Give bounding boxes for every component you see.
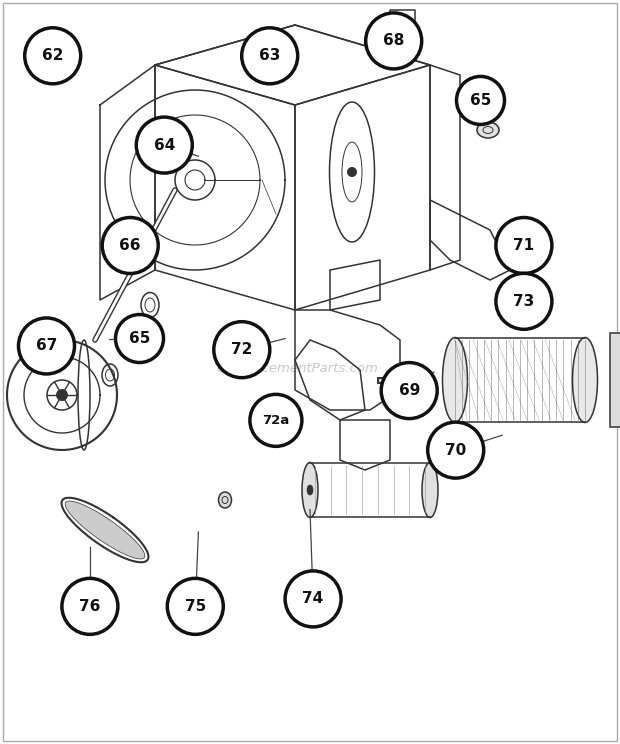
- Text: 71: 71: [513, 238, 534, 253]
- Text: 65: 65: [129, 331, 150, 346]
- Circle shape: [115, 315, 164, 362]
- Text: 64: 64: [154, 138, 175, 153]
- Circle shape: [250, 394, 302, 446]
- Text: 75: 75: [185, 599, 206, 614]
- Text: eReplacementParts.com: eReplacementParts.com: [216, 362, 379, 375]
- Circle shape: [19, 318, 74, 374]
- Circle shape: [242, 28, 298, 84]
- Ellipse shape: [477, 122, 499, 138]
- Circle shape: [496, 273, 552, 330]
- Circle shape: [381, 362, 437, 419]
- Text: 76: 76: [79, 599, 100, 614]
- Text: 70: 70: [445, 443, 466, 458]
- Text: 65: 65: [470, 93, 491, 108]
- Circle shape: [102, 217, 158, 274]
- Text: 69: 69: [399, 383, 420, 398]
- Polygon shape: [65, 501, 145, 559]
- Circle shape: [214, 321, 270, 378]
- Text: 74: 74: [303, 591, 324, 606]
- Circle shape: [496, 217, 552, 274]
- Ellipse shape: [443, 338, 467, 423]
- Ellipse shape: [572, 338, 598, 423]
- Circle shape: [347, 167, 357, 177]
- Circle shape: [456, 77, 505, 124]
- Text: 67: 67: [36, 339, 57, 353]
- Ellipse shape: [422, 463, 438, 518]
- Text: 72: 72: [231, 342, 252, 357]
- Text: 68: 68: [383, 33, 404, 48]
- Circle shape: [62, 578, 118, 635]
- Circle shape: [25, 28, 81, 84]
- Circle shape: [56, 389, 68, 401]
- Text: 66: 66: [120, 238, 141, 253]
- Circle shape: [167, 578, 223, 635]
- Text: 73: 73: [513, 294, 534, 309]
- Ellipse shape: [307, 485, 313, 495]
- Circle shape: [285, 571, 341, 627]
- Polygon shape: [610, 333, 620, 427]
- Text: 63: 63: [259, 48, 280, 63]
- Text: 72a: 72a: [262, 414, 290, 427]
- Circle shape: [366, 13, 422, 69]
- Ellipse shape: [302, 463, 318, 518]
- Text: 62: 62: [42, 48, 63, 63]
- Ellipse shape: [218, 492, 231, 508]
- Circle shape: [136, 117, 192, 173]
- Circle shape: [428, 422, 484, 478]
